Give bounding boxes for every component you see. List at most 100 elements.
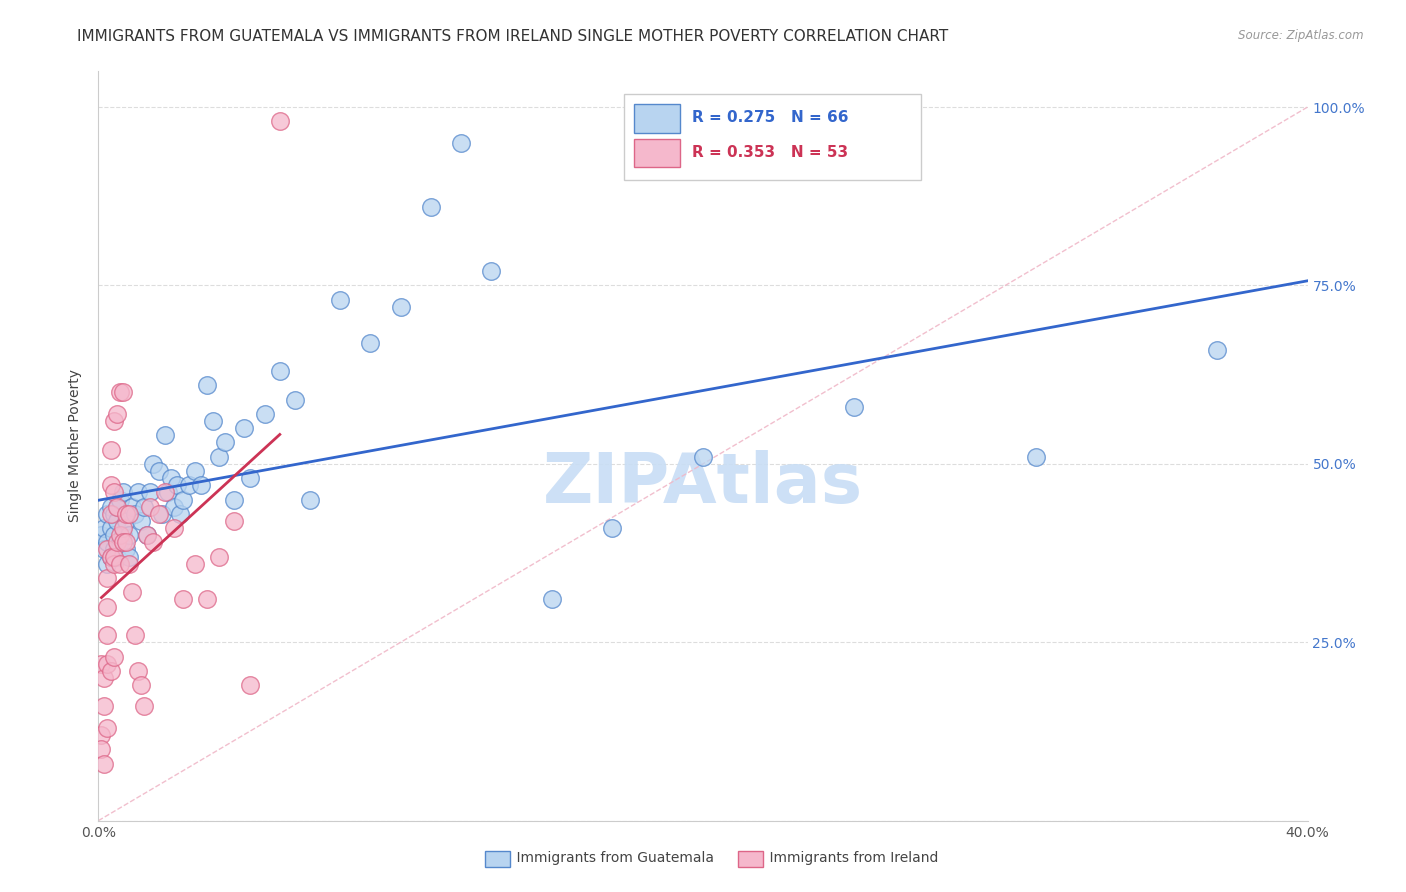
Point (139, 500, 162, 514)
Point (253, 407, 276, 421)
Point (153, 428, 176, 442)
Point (100, 442, 122, 457)
Point (269, 114, 291, 128)
Point (108, 557, 131, 571)
Point (208, 450, 231, 464)
Point (148, 507, 170, 521)
Point (148, 464, 170, 478)
Point (132, 500, 155, 514)
Point (166, 478, 188, 492)
Point (100, 549, 122, 564)
Point (135, 528, 157, 542)
Point (105, 514, 128, 528)
Point (163, 521, 186, 535)
Point (269, 364, 291, 378)
Point (93, 699, 115, 714)
Point (100, 549, 122, 564)
Point (239, 678, 262, 692)
Y-axis label: Single Mother Poverty: Single Mother Poverty (69, 369, 83, 523)
Point (360, 335, 382, 350)
Point (299, 492, 322, 507)
Point (602, 521, 624, 535)
Point (169, 507, 191, 521)
Point (118, 528, 141, 542)
Point (202, 414, 225, 428)
Point (108, 385, 131, 400)
Point (163, 500, 186, 514)
Point (93, 756, 115, 771)
Point (103, 557, 125, 571)
Point (195, 378, 218, 392)
Point (100, 500, 122, 514)
Point (96, 557, 118, 571)
Point (103, 542, 125, 557)
Point (105, 500, 128, 514)
Point (139, 485, 162, 500)
Point (156, 485, 179, 500)
Point (105, 407, 128, 421)
Point (214, 435, 236, 450)
Point (389, 300, 412, 314)
Point (1206, 343, 1229, 357)
Point (105, 535, 128, 549)
Point (127, 664, 149, 678)
Point (142, 535, 165, 549)
Point (96, 535, 118, 549)
Point (93, 671, 115, 685)
Point (111, 521, 134, 535)
Point (108, 528, 131, 542)
Point (124, 507, 146, 521)
Point (172, 592, 194, 607)
Point (160, 471, 183, 485)
Point (124, 628, 146, 642)
Point (172, 492, 194, 507)
Point (195, 592, 218, 607)
Point (420, 200, 443, 214)
Point (100, 664, 122, 678)
Point (111, 485, 134, 500)
Point (96, 571, 118, 585)
Point (224, 514, 246, 528)
Point (90, 728, 112, 742)
Point (103, 507, 125, 521)
Point (232, 421, 254, 435)
Point (100, 507, 122, 521)
Text: R = 0.353   N = 53: R = 0.353 N = 53 (692, 145, 848, 160)
Point (114, 542, 136, 557)
Point (118, 549, 141, 564)
Point (114, 535, 136, 549)
FancyBboxPatch shape (634, 104, 681, 133)
FancyBboxPatch shape (634, 139, 681, 168)
Point (208, 549, 231, 564)
Point (96, 628, 118, 642)
Text: ZIPAtlas: ZIPAtlas (543, 450, 863, 517)
Point (1024, 450, 1046, 464)
Point (844, 400, 866, 414)
Point (103, 485, 125, 500)
Point (121, 500, 143, 514)
Point (118, 557, 141, 571)
Point (450, 136, 472, 150)
Text: Immigrants from Guatemala: Immigrants from Guatemala (499, 851, 714, 865)
Point (103, 549, 125, 564)
Point (108, 492, 131, 507)
Text: R = 0.275   N = 66: R = 0.275 N = 66 (692, 111, 849, 125)
Point (90, 657, 112, 671)
Point (103, 528, 125, 542)
Point (481, 264, 503, 278)
Point (111, 535, 134, 549)
Point (190, 478, 212, 492)
Text: Immigrants from Ireland: Immigrants from Ireland (752, 851, 939, 865)
Point (692, 450, 714, 464)
Point (153, 485, 176, 500)
FancyBboxPatch shape (624, 94, 921, 180)
Point (96, 721, 118, 735)
Point (142, 457, 165, 471)
Point (329, 293, 352, 307)
Point (103, 649, 125, 664)
Point (96, 542, 118, 557)
Point (179, 478, 201, 492)
Point (239, 471, 262, 485)
Point (105, 500, 128, 514)
Point (224, 492, 246, 507)
